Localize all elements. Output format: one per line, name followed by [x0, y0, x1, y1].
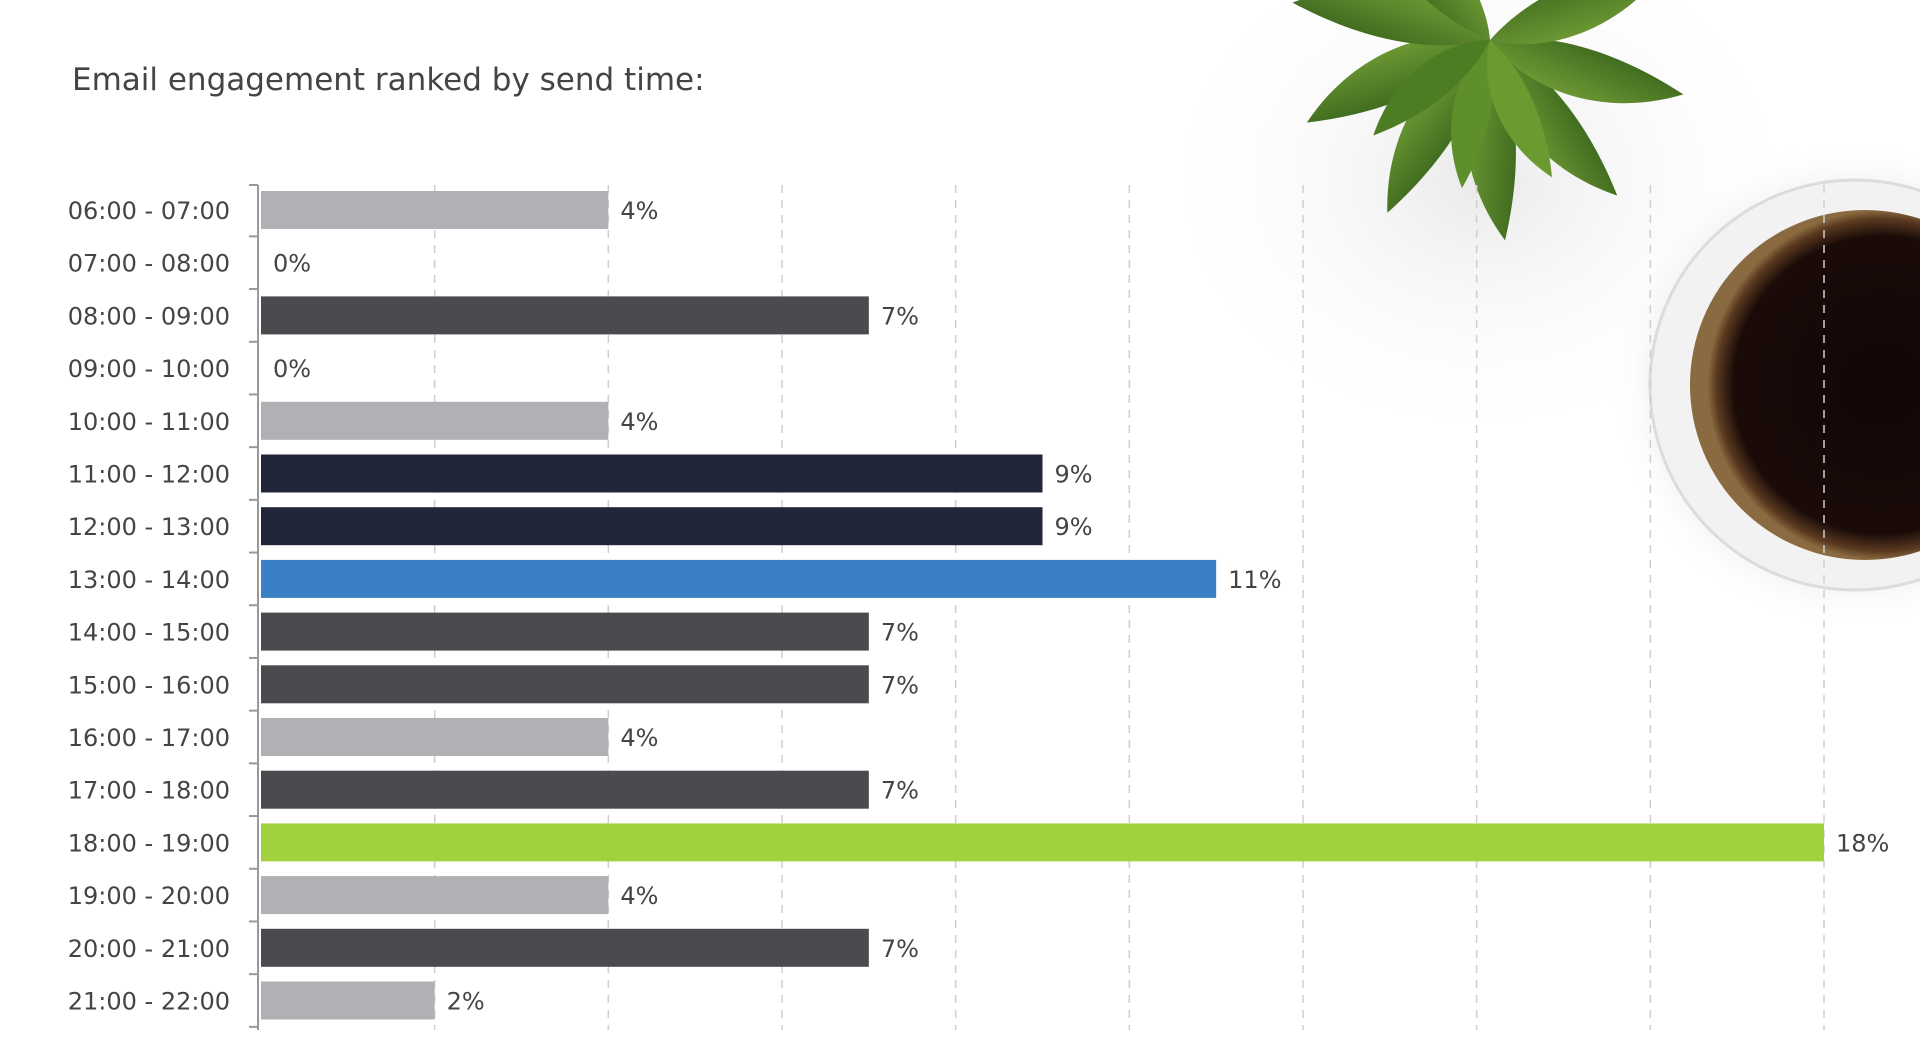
category-label: 08:00 - 09:00 — [68, 302, 230, 330]
category-label: 12:00 - 13:00 — [68, 513, 230, 541]
value-label: 7% — [881, 777, 919, 805]
category-label: 11:00 - 12:00 — [68, 461, 230, 489]
bar-4 — [261, 401, 609, 440]
value-label: 0% — [273, 355, 311, 383]
category-label: 21:00 - 22:00 — [68, 988, 230, 1016]
value-label: 4% — [620, 882, 658, 910]
value-label: 7% — [881, 935, 919, 963]
bar-9 — [261, 665, 869, 704]
value-label: 11% — [1228, 566, 1281, 594]
value-label: 9% — [1055, 461, 1093, 489]
value-label: 0% — [273, 250, 311, 278]
bars — [261, 191, 1824, 1020]
bar-0 — [261, 191, 609, 229]
category-label: 18:00 - 19:00 — [68, 829, 230, 857]
value-label: 18% — [1836, 829, 1889, 857]
value-label: 2% — [447, 988, 485, 1016]
category-label: 09:00 - 10:00 — [68, 355, 230, 383]
value-label: 9% — [1055, 513, 1093, 541]
value-label: 4% — [620, 724, 658, 752]
bar-12 — [261, 823, 1824, 862]
chart-title: Email engagement ranked by send time: — [72, 62, 705, 98]
category-label: 06:00 - 07:00 — [68, 197, 230, 225]
category-label: 14:00 - 15:00 — [68, 619, 230, 647]
bar-10 — [261, 718, 609, 756]
category-label: 17:00 - 18:00 — [68, 777, 230, 805]
category-label: 19:00 - 20:00 — [68, 882, 230, 910]
category-label: 10:00 - 11:00 — [68, 408, 230, 436]
bar-14 — [261, 928, 869, 967]
bar-15 — [261, 981, 435, 1020]
value-label: 7% — [881, 671, 919, 699]
category-label: 20:00 - 21:00 — [68, 935, 230, 963]
category-label: 13:00 - 14:00 — [68, 566, 230, 594]
value-label: 7% — [881, 619, 919, 647]
bar-2 — [261, 296, 869, 335]
bar-11 — [261, 770, 869, 809]
value-label: 4% — [620, 408, 658, 436]
bar-5 — [261, 454, 1043, 493]
bar-6 — [261, 507, 1043, 546]
category-label: 07:00 - 08:00 — [68, 250, 230, 278]
value-label: 4% — [620, 197, 658, 225]
value-label: 7% — [881, 302, 919, 330]
bar-8 — [261, 612, 869, 651]
bar-13 — [261, 876, 609, 915]
bar-7 — [261, 559, 1217, 598]
coffee-cup-image — [1610, 140, 1920, 630]
labels: 06:00 - 07:00 4% 07:00 - 08:00 0% 08:00 - 09… — [68, 197, 1890, 1016]
y-axis — [249, 184, 259, 1030]
category-label: 15:00 - 16:00 — [68, 671, 230, 699]
category-label: 16:00 - 17:00 — [68, 724, 230, 752]
